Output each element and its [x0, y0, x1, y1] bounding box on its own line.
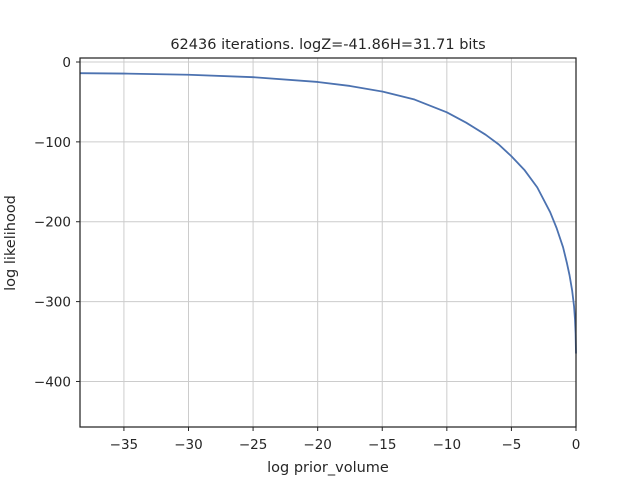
x-tick-label: −5	[501, 437, 521, 453]
y-tick-label: −400	[34, 374, 71, 390]
series-line	[79, 72, 577, 354]
y-tick-label: −300	[34, 295, 71, 311]
x-tick-label: −20	[303, 437, 332, 453]
series-layer	[79, 72, 577, 354]
x-axis-label: log prior_volume	[267, 460, 389, 476]
y-tick-label: −200	[34, 215, 71, 231]
x-tick-label: −15	[368, 437, 397, 453]
x-tick-label: −10	[433, 437, 462, 453]
y-tick-label: −100	[34, 135, 71, 151]
chart-title: 62436 iterations. logZ=-41.86H=31.71 bit…	[170, 37, 485, 53]
y-tick-label: 0	[62, 55, 71, 71]
x-tick-label: −30	[174, 437, 203, 453]
plot-frame	[79, 57, 577, 428]
y-axis-ticks: 0 −100 −200 −300 −400	[34, 55, 80, 390]
x-axis-ticks: −35 −30 −25 −20 −15 −10 −5 0	[110, 427, 581, 453]
plot-area	[80, 58, 576, 427]
x-tick-label: −25	[239, 437, 268, 453]
x-tick-label: 0	[572, 437, 581, 453]
x-tick-label: −35	[110, 437, 139, 453]
y-axis-label: log likelihood	[3, 195, 19, 291]
